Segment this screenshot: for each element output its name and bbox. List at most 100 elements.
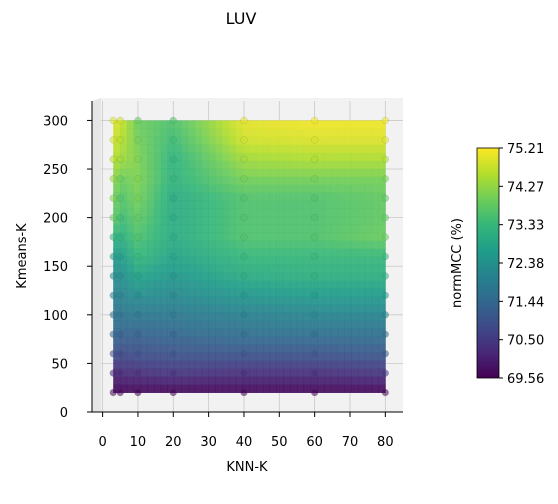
heat-cell [215,368,223,377]
heat-cell [222,248,230,257]
heat-cell [303,232,311,241]
heat-cell [344,184,352,193]
heat-cell [194,320,203,329]
heat-cell [154,296,162,305]
heat-cell [283,120,291,129]
heat-cell [188,368,196,377]
heat-cell [235,344,243,353]
heat-cell [235,384,243,393]
heat-cell [188,344,196,353]
heat-cell [276,368,284,377]
heat-cell [283,280,291,289]
heat-cell [371,368,379,377]
heat-cell [262,176,271,185]
heat-cell [269,176,277,185]
heat-cell [160,328,169,337]
heat-cell [256,192,264,201]
heat-cell [324,240,332,249]
x-axis-label: KNN-K [226,460,268,475]
data-point [240,350,248,358]
heat-cell [160,200,169,209]
heat-cell [296,240,305,249]
heat-cell [242,256,250,265]
heat-cell [181,192,189,201]
data-point [169,350,177,358]
heat-cell [337,296,345,305]
heat-cell [140,184,148,193]
heat-cell [276,360,284,369]
heat-cell [113,328,121,337]
heat-cell [154,320,162,329]
heat-cell [120,208,128,217]
heat-cell [249,216,257,225]
heat-cell [317,216,325,225]
heat-cell [310,344,318,353]
heat-cell [249,288,257,297]
heat-cell [181,224,189,233]
heat-cell [113,144,121,153]
heat-cell [358,120,366,129]
x-tick-label: 10 [130,435,147,450]
heat-cell [290,248,298,257]
heat-cell [310,248,318,257]
heat-cell [378,240,386,249]
heat-cell [228,264,237,273]
heat-cell [296,360,305,369]
heat-cell [330,304,339,313]
heat-cell [303,280,311,289]
heat-cell [126,344,135,353]
heat-cell [358,384,366,393]
heat-cell [160,376,169,385]
heat-cell [276,344,284,353]
heat-cell [283,224,291,233]
heat-cell [133,144,141,153]
heat-cell [147,344,155,353]
heat-cell [194,352,203,361]
heat-cell [276,272,284,281]
heat-cell [120,248,128,257]
heat-cell [208,224,216,233]
chart-title: LUV [226,9,257,28]
heat-cell [208,336,216,345]
heat-cell [317,144,325,153]
heat-cell [256,336,264,345]
heat-cell [262,368,271,377]
colorbar-tick-label: 72.38 [507,257,544,272]
heat-cell [120,152,128,161]
heat-cell [344,224,352,233]
heat-cell [235,248,243,257]
heat-cell [222,160,230,169]
heat-cell [174,120,182,129]
heat-cell [242,168,250,177]
data-point [310,136,319,144]
heat-cell [242,224,250,233]
heat-cell [133,128,141,137]
heat-cell [303,144,311,153]
heat-cell [235,224,243,233]
data-point [109,136,117,144]
heat-cell [344,272,352,281]
heat-cell [324,256,332,265]
data-point [240,175,248,183]
heat-cell [194,136,203,145]
heat-cell [364,136,373,145]
heat-cell [181,376,189,385]
heat-cell [188,320,196,329]
heat-cell [283,184,291,193]
heat-cell [208,352,216,361]
heat-cell [120,336,128,345]
data-point [116,369,124,377]
heat-cell [228,176,237,185]
heat-cell [269,128,277,137]
data-point [169,116,177,125]
heat-cell [235,312,243,321]
data-point [240,116,248,125]
y-tick-label: 150 [43,260,68,275]
heat-cell [296,304,305,313]
heat-cell [283,176,291,185]
heat-cell [242,128,250,137]
heat-cell [113,120,121,129]
heat-cell [378,208,386,217]
heat-cell [208,288,216,297]
heat-cell [337,352,345,361]
